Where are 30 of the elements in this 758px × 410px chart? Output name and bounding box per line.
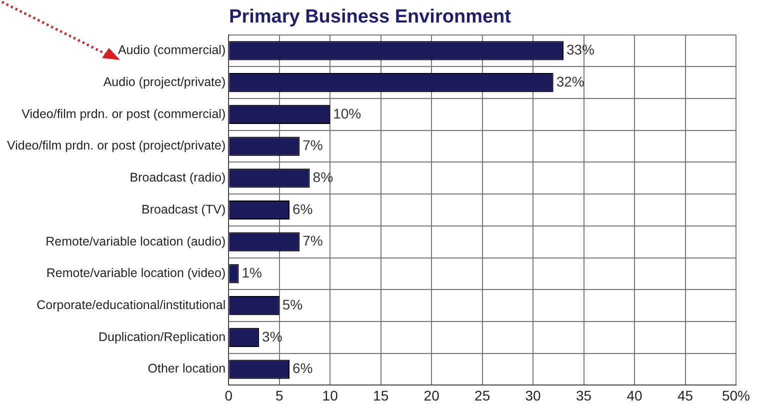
x-tick-label: 10 xyxy=(322,387,338,404)
y-tick-label: Audio (commercial) xyxy=(118,43,226,58)
x-tick-label: 25 xyxy=(474,387,490,404)
data-label: 6% xyxy=(292,200,313,217)
y-tick-label: Broadcast (radio) xyxy=(130,170,226,185)
x-tick-label: 35 xyxy=(576,387,592,404)
y-tick-label: Broadcast (TV) xyxy=(142,202,226,216)
x-tick-label: 30 xyxy=(525,387,542,404)
x-tick-label: 40 xyxy=(626,387,643,404)
chart-title: Primary Business Environment xyxy=(229,6,512,28)
data-label: 10% xyxy=(333,105,362,122)
x-tick-label: 5 xyxy=(275,387,284,404)
y-tick-label: Duplication/Replication xyxy=(98,330,226,344)
y-tick-label: Remote/variable location (audio) xyxy=(46,234,226,248)
x-tick-label: 20 xyxy=(424,387,440,404)
y-tick-label: Video/film prdn. or post (project/private) xyxy=(6,138,226,153)
data-label: 7% xyxy=(302,232,323,249)
data-label: 6% xyxy=(292,360,313,376)
x-tick-label: 45 xyxy=(677,387,694,404)
x-tick-label: 50% xyxy=(722,387,750,404)
y-tick-label: Other location xyxy=(148,362,226,376)
data-label: 1% xyxy=(242,264,262,281)
y-tick-label: Video/film prdn. or post (commercial) xyxy=(22,106,226,121)
data-label: 7% xyxy=(302,137,323,154)
y-tick-label: Corporate/educational/institutional xyxy=(36,298,226,312)
x-tick-label: 15 xyxy=(373,387,389,404)
x-tick-label: 0 xyxy=(224,387,233,404)
y-tick-label: Remote/variable location (video) xyxy=(46,266,226,280)
y-tick-label: Audio (project/private) xyxy=(103,75,226,90)
data-label: 5% xyxy=(282,296,303,312)
